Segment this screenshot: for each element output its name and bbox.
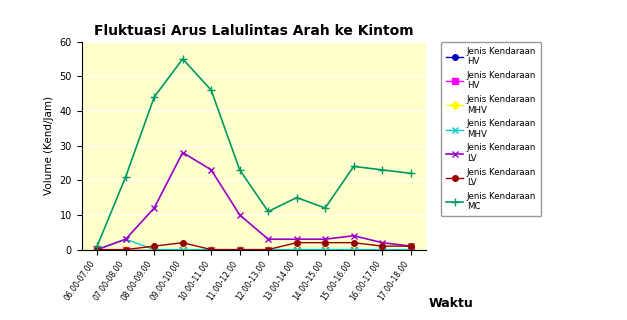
Jenis Kendaraan
MHV (350, 248, 357, 252)
Jenis Kendaraan
LV (179, 241, 186, 244)
Jenis Kendaraan
LV (293, 237, 300, 241)
Jenis Kendaraan
LV (379, 241, 386, 244)
Jenis Kendaraan
HV (208, 248, 215, 252)
Jenis Kendaraan
HV (350, 248, 357, 252)
Jenis Kendaraan
MHV (350, 248, 357, 252)
Jenis Kendaraan
MHV (407, 248, 414, 252)
Jenis Kendaraan
MC (407, 172, 414, 175)
Jenis Kendaraan
LV (208, 168, 215, 172)
Jenis Kendaraan
HV (179, 248, 186, 252)
Jenis Kendaraan
HV (293, 248, 300, 252)
Jenis Kendaraan
MHV (122, 237, 129, 241)
Jenis Kendaraan
MHV (208, 248, 215, 252)
Jenis Kendaraan
HV (265, 248, 272, 252)
Line: Jenis Kendaraan
LV: Jenis Kendaraan LV (95, 240, 413, 252)
Jenis Kendaraan
MHV (93, 248, 101, 252)
Jenis Kendaraan
LV (236, 248, 243, 252)
Jenis Kendaraan
HV (407, 248, 414, 252)
Jenis Kendaraan
MHV (322, 248, 329, 252)
Jenis Kendaraan
LV (350, 241, 357, 244)
Jenis Kendaraan
LV (265, 237, 272, 241)
Jenis Kendaraan
HV (122, 248, 129, 252)
Jenis Kendaraan
HV (379, 248, 386, 252)
Jenis Kendaraan
MHV (293, 248, 300, 252)
Jenis Kendaraan
HV (150, 248, 158, 252)
Jenis Kendaraan
HV (208, 248, 215, 252)
Line: Jenis Kendaraan
MC: Jenis Kendaraan MC (93, 55, 415, 250)
Jenis Kendaraan
MHV (150, 248, 158, 252)
Jenis Kendaraan
MC (350, 164, 357, 168)
Jenis Kendaraan
LV (236, 213, 243, 217)
Jenis Kendaraan
MHV (379, 248, 386, 252)
Jenis Kendaraan
HV (379, 248, 386, 252)
Jenis Kendaraan
LV (407, 244, 414, 248)
Jenis Kendaraan
MC (293, 196, 300, 200)
Jenis Kendaraan
LV (122, 248, 129, 252)
Line: Jenis Kendaraan
MHV: Jenis Kendaraan MHV (95, 247, 413, 252)
Jenis Kendaraan
MHV (208, 248, 215, 252)
Line: Jenis Kendaraan
LV: Jenis Kendaraan LV (93, 149, 414, 253)
Jenis Kendaraan
LV (208, 248, 215, 252)
Jenis Kendaraan
MHV (179, 248, 186, 252)
Line: Jenis Kendaraan
MHV: Jenis Kendaraan MHV (93, 236, 414, 253)
Jenis Kendaraan
HV (293, 248, 300, 252)
Jenis Kendaraan
MC (93, 244, 101, 248)
Jenis Kendaraan
MHV (150, 248, 158, 252)
Jenis Kendaraan
HV (236, 248, 243, 252)
Jenis Kendaraan
LV (93, 248, 101, 252)
Jenis Kendaraan
LV (322, 237, 329, 241)
Jenis Kendaraan
LV (407, 244, 414, 248)
Jenis Kendaraan
LV (265, 248, 272, 252)
Jenis Kendaraan
LV (122, 237, 129, 241)
Title: Fluktuasi Arus Lalulintas Arah ke Kintom: Fluktuasi Arus Lalulintas Arah ke Kintom (94, 24, 414, 38)
Jenis Kendaraan
MHV (122, 248, 129, 252)
Jenis Kendaraan
HV (93, 248, 101, 252)
Jenis Kendaraan
MC (322, 206, 329, 210)
Jenis Kendaraan
MHV (179, 248, 186, 252)
Jenis Kendaraan
MC (150, 95, 158, 99)
Jenis Kendaraan
HV (322, 248, 329, 252)
Jenis Kendaraan
MC (236, 168, 243, 172)
Jenis Kendaraan
HV (350, 248, 357, 252)
Jenis Kendaraan
MHV (265, 248, 272, 252)
Text: Waktu: Waktu (429, 297, 474, 310)
Jenis Kendaraan
LV (379, 244, 386, 248)
Jenis Kendaraan
LV (150, 206, 158, 210)
Jenis Kendaraan
MHV (265, 248, 272, 252)
Jenis Kendaraan
MC (208, 88, 215, 92)
Jenis Kendaraan
MHV (293, 248, 300, 252)
Line: Jenis Kendaraan
HV: Jenis Kendaraan HV (95, 247, 413, 252)
Jenis Kendaraan
MC (265, 210, 272, 213)
Jenis Kendaraan
MHV (93, 248, 101, 252)
Jenis Kendaraan
MC (122, 175, 129, 179)
Jenis Kendaraan
HV (122, 248, 129, 252)
Jenis Kendaraan
MHV (322, 248, 329, 252)
Jenis Kendaraan
LV (150, 244, 158, 248)
Jenis Kendaraan
MHV (236, 248, 243, 252)
Y-axis label: Volume (Kend/Jam): Volume (Kend/Jam) (44, 96, 54, 195)
Jenis Kendaraan
HV (322, 248, 329, 252)
Jenis Kendaraan
MHV (236, 248, 243, 252)
Jenis Kendaraan
LV (179, 151, 186, 155)
Jenis Kendaraan
HV (150, 248, 158, 252)
Jenis Kendaraan
LV (293, 241, 300, 244)
Jenis Kendaraan
MHV (407, 248, 414, 252)
Legend: Jenis Kendaraan
HV, Jenis Kendaraan
HV, Jenis Kendaraan
MHV, Jenis Kendaraan
MHV: Jenis Kendaraan HV, Jenis Kendaraan HV, … (441, 42, 541, 216)
Jenis Kendaraan
HV (236, 248, 243, 252)
Jenis Kendaraan
HV (93, 248, 101, 252)
Jenis Kendaraan
HV (407, 248, 414, 252)
Jenis Kendaraan
LV (93, 248, 101, 252)
Jenis Kendaraan
HV (179, 248, 186, 252)
Jenis Kendaraan
MHV (379, 248, 386, 252)
Jenis Kendaraan
MC (179, 57, 186, 61)
Jenis Kendaraan
HV (265, 248, 272, 252)
Jenis Kendaraan
MC (379, 168, 386, 172)
Jenis Kendaraan
LV (322, 241, 329, 244)
Line: Jenis Kendaraan
HV: Jenis Kendaraan HV (95, 247, 413, 252)
Jenis Kendaraan
LV (350, 234, 357, 238)
